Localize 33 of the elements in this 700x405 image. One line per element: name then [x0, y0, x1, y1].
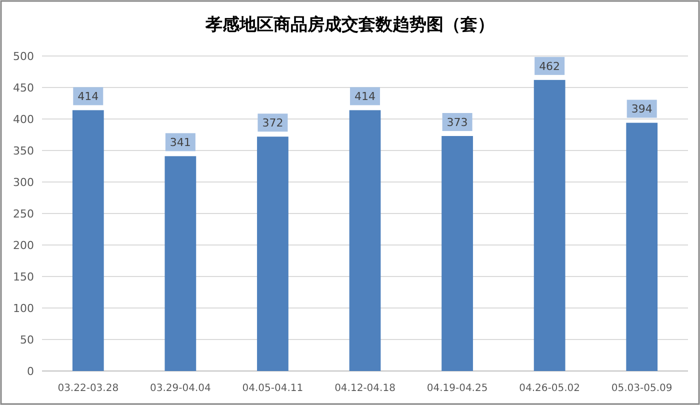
bar: [164, 156, 196, 371]
y-tick-label: 300: [13, 176, 34, 189]
bar: [72, 110, 104, 371]
data-label: 414: [78, 90, 99, 104]
bar: [257, 136, 288, 371]
x-tick-label: 04.12-04.18: [334, 383, 396, 394]
x-tick-label: 05.03-05.09: [611, 383, 672, 394]
y-tick-label: 350: [13, 144, 34, 158]
y-tick-label: 100: [13, 302, 34, 315]
y-tick-label: 450: [13, 81, 34, 94]
y-tick-label: 250: [13, 207, 34, 220]
data-label: 373: [446, 116, 468, 129]
x-tick-label: 03.22-03.28: [58, 383, 119, 394]
bar: [349, 110, 381, 371]
x-tick-label: 04.26-05.02: [519, 383, 580, 394]
bar: [442, 136, 473, 371]
data-label: 394: [631, 102, 652, 116]
y-tick-label: 200: [13, 238, 34, 252]
data-label: 341: [170, 136, 191, 150]
y-tick-label: 150: [13, 270, 34, 284]
y-tick-label: 50: [20, 333, 34, 346]
bar: [626, 122, 658, 371]
y-tick-label: 0: [27, 364, 34, 378]
x-tick-label: 03.29-04.04: [150, 383, 211, 394]
data-label: 462: [539, 60, 560, 73]
y-tick-label: 400: [13, 112, 34, 126]
chart-title: 孝感地区商品房成交套数趋势图（套）: [204, 15, 494, 35]
x-tick-label: 04.19-04.25: [426, 383, 488, 394]
y-tick-label: 500: [13, 50, 34, 63]
data-label: 372: [262, 116, 284, 130]
data-label: 414: [354, 90, 376, 104]
x-tick-label: 04.05-04.11: [242, 383, 304, 394]
bar: [534, 80, 566, 371]
